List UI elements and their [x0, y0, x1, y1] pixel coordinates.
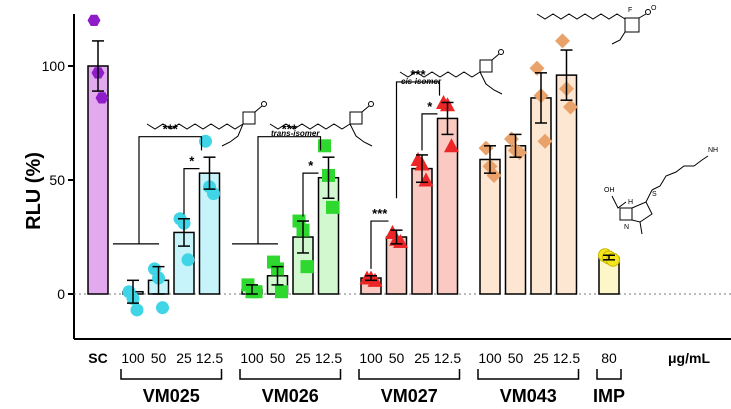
x-tick-label: 25 [176, 350, 192, 366]
group-bracket [477, 369, 580, 380]
x-tick-label: 50 [151, 350, 167, 366]
imp-nh-label: NH [708, 147, 718, 154]
data-point [87, 14, 101, 27]
data-point [318, 139, 331, 153]
significance-bracket [257, 136, 322, 244]
bar [504, 145, 527, 295]
x-tick-label: 100 [121, 350, 145, 366]
x-tick-label: 80 [601, 350, 617, 366]
group-bracket [358, 369, 461, 380]
group-label: VM027 [381, 386, 438, 406]
bar [411, 167, 433, 295]
significance-bracket [370, 220, 389, 269]
significance-label: *** [372, 206, 388, 221]
group-label: IMP [593, 386, 625, 406]
x-tick-label: 50 [389, 350, 405, 366]
fluoro-label: F [628, 7, 632, 14]
data-point [207, 187, 220, 201]
significance-label: * [189, 154, 195, 169]
x-tick-label: 25 [533, 350, 549, 366]
structure-imipenem [611, 155, 709, 235]
significance-label: * [427, 99, 433, 114]
x-tick-label: 100 [359, 350, 383, 366]
x-tick-label: 50 [508, 350, 524, 366]
significance-bracket [421, 113, 438, 151]
group-label: VM025 [143, 386, 200, 406]
significance-label: *** [410, 67, 426, 82]
significance-bracket [395, 81, 441, 199]
structure-vm026 [269, 101, 374, 147]
trans-isomer-label: trans-isomer [271, 129, 320, 138]
data-point [444, 138, 459, 153]
group-bracket [239, 369, 342, 380]
data-point [563, 99, 578, 115]
x-tick-label: 100 [240, 350, 264, 366]
structure-vm043 [536, 9, 651, 45]
group-label: VM026 [262, 386, 319, 406]
significance-label: *** [163, 122, 179, 137]
data-point [326, 200, 339, 214]
data-point [478, 140, 494, 156]
imp-oh-label: OH [604, 187, 615, 194]
x-tick-label: 25 [414, 350, 430, 366]
significance-bracket [302, 172, 319, 217]
data-point [537, 133, 553, 149]
data-point [199, 134, 212, 148]
significance-bracket [138, 136, 203, 244]
x-unit-label: μg/mL [668, 350, 710, 366]
y-tick-label: 50 [49, 172, 65, 188]
group-bracket [596, 369, 622, 380]
x-tick-label: 12.5 [434, 350, 461, 366]
y-tick-label: 0 [57, 286, 65, 302]
y-axis-label: RLU (%) [23, 152, 45, 230]
significance-label: * [308, 158, 314, 173]
imp-s-label: S [652, 191, 657, 198]
structure-vm027 [399, 49, 504, 95]
bar [530, 97, 552, 295]
data-point [300, 260, 314, 274]
x-tick-label: 25 [295, 350, 311, 366]
x-tick-label: 100 [478, 350, 502, 366]
lactone-o-label: O [651, 5, 657, 12]
data-point [529, 60, 545, 76]
significance-bracket [183, 168, 200, 215]
data-point [555, 33, 570, 49]
y-tick-label: 100 [42, 58, 66, 74]
data-point [95, 92, 109, 104]
x-tick-label: 50 [270, 350, 286, 366]
x-tick-label: 12.5 [553, 350, 580, 366]
data-point [130, 303, 144, 317]
imp-h-label: H [628, 199, 633, 206]
x-tick-label: 12.5 [315, 350, 342, 366]
group-label: VM043 [500, 386, 557, 406]
x-tick-label: 12.5 [196, 350, 223, 366]
data-point [156, 301, 169, 315]
imp-n-label: N [624, 224, 629, 231]
data-point [275, 285, 288, 299]
structure-vm025 [146, 101, 267, 147]
x-tick-label: SC [88, 350, 107, 366]
group-bracket [120, 369, 223, 380]
significance-label: *** [282, 122, 298, 137]
data-point [181, 253, 195, 267]
